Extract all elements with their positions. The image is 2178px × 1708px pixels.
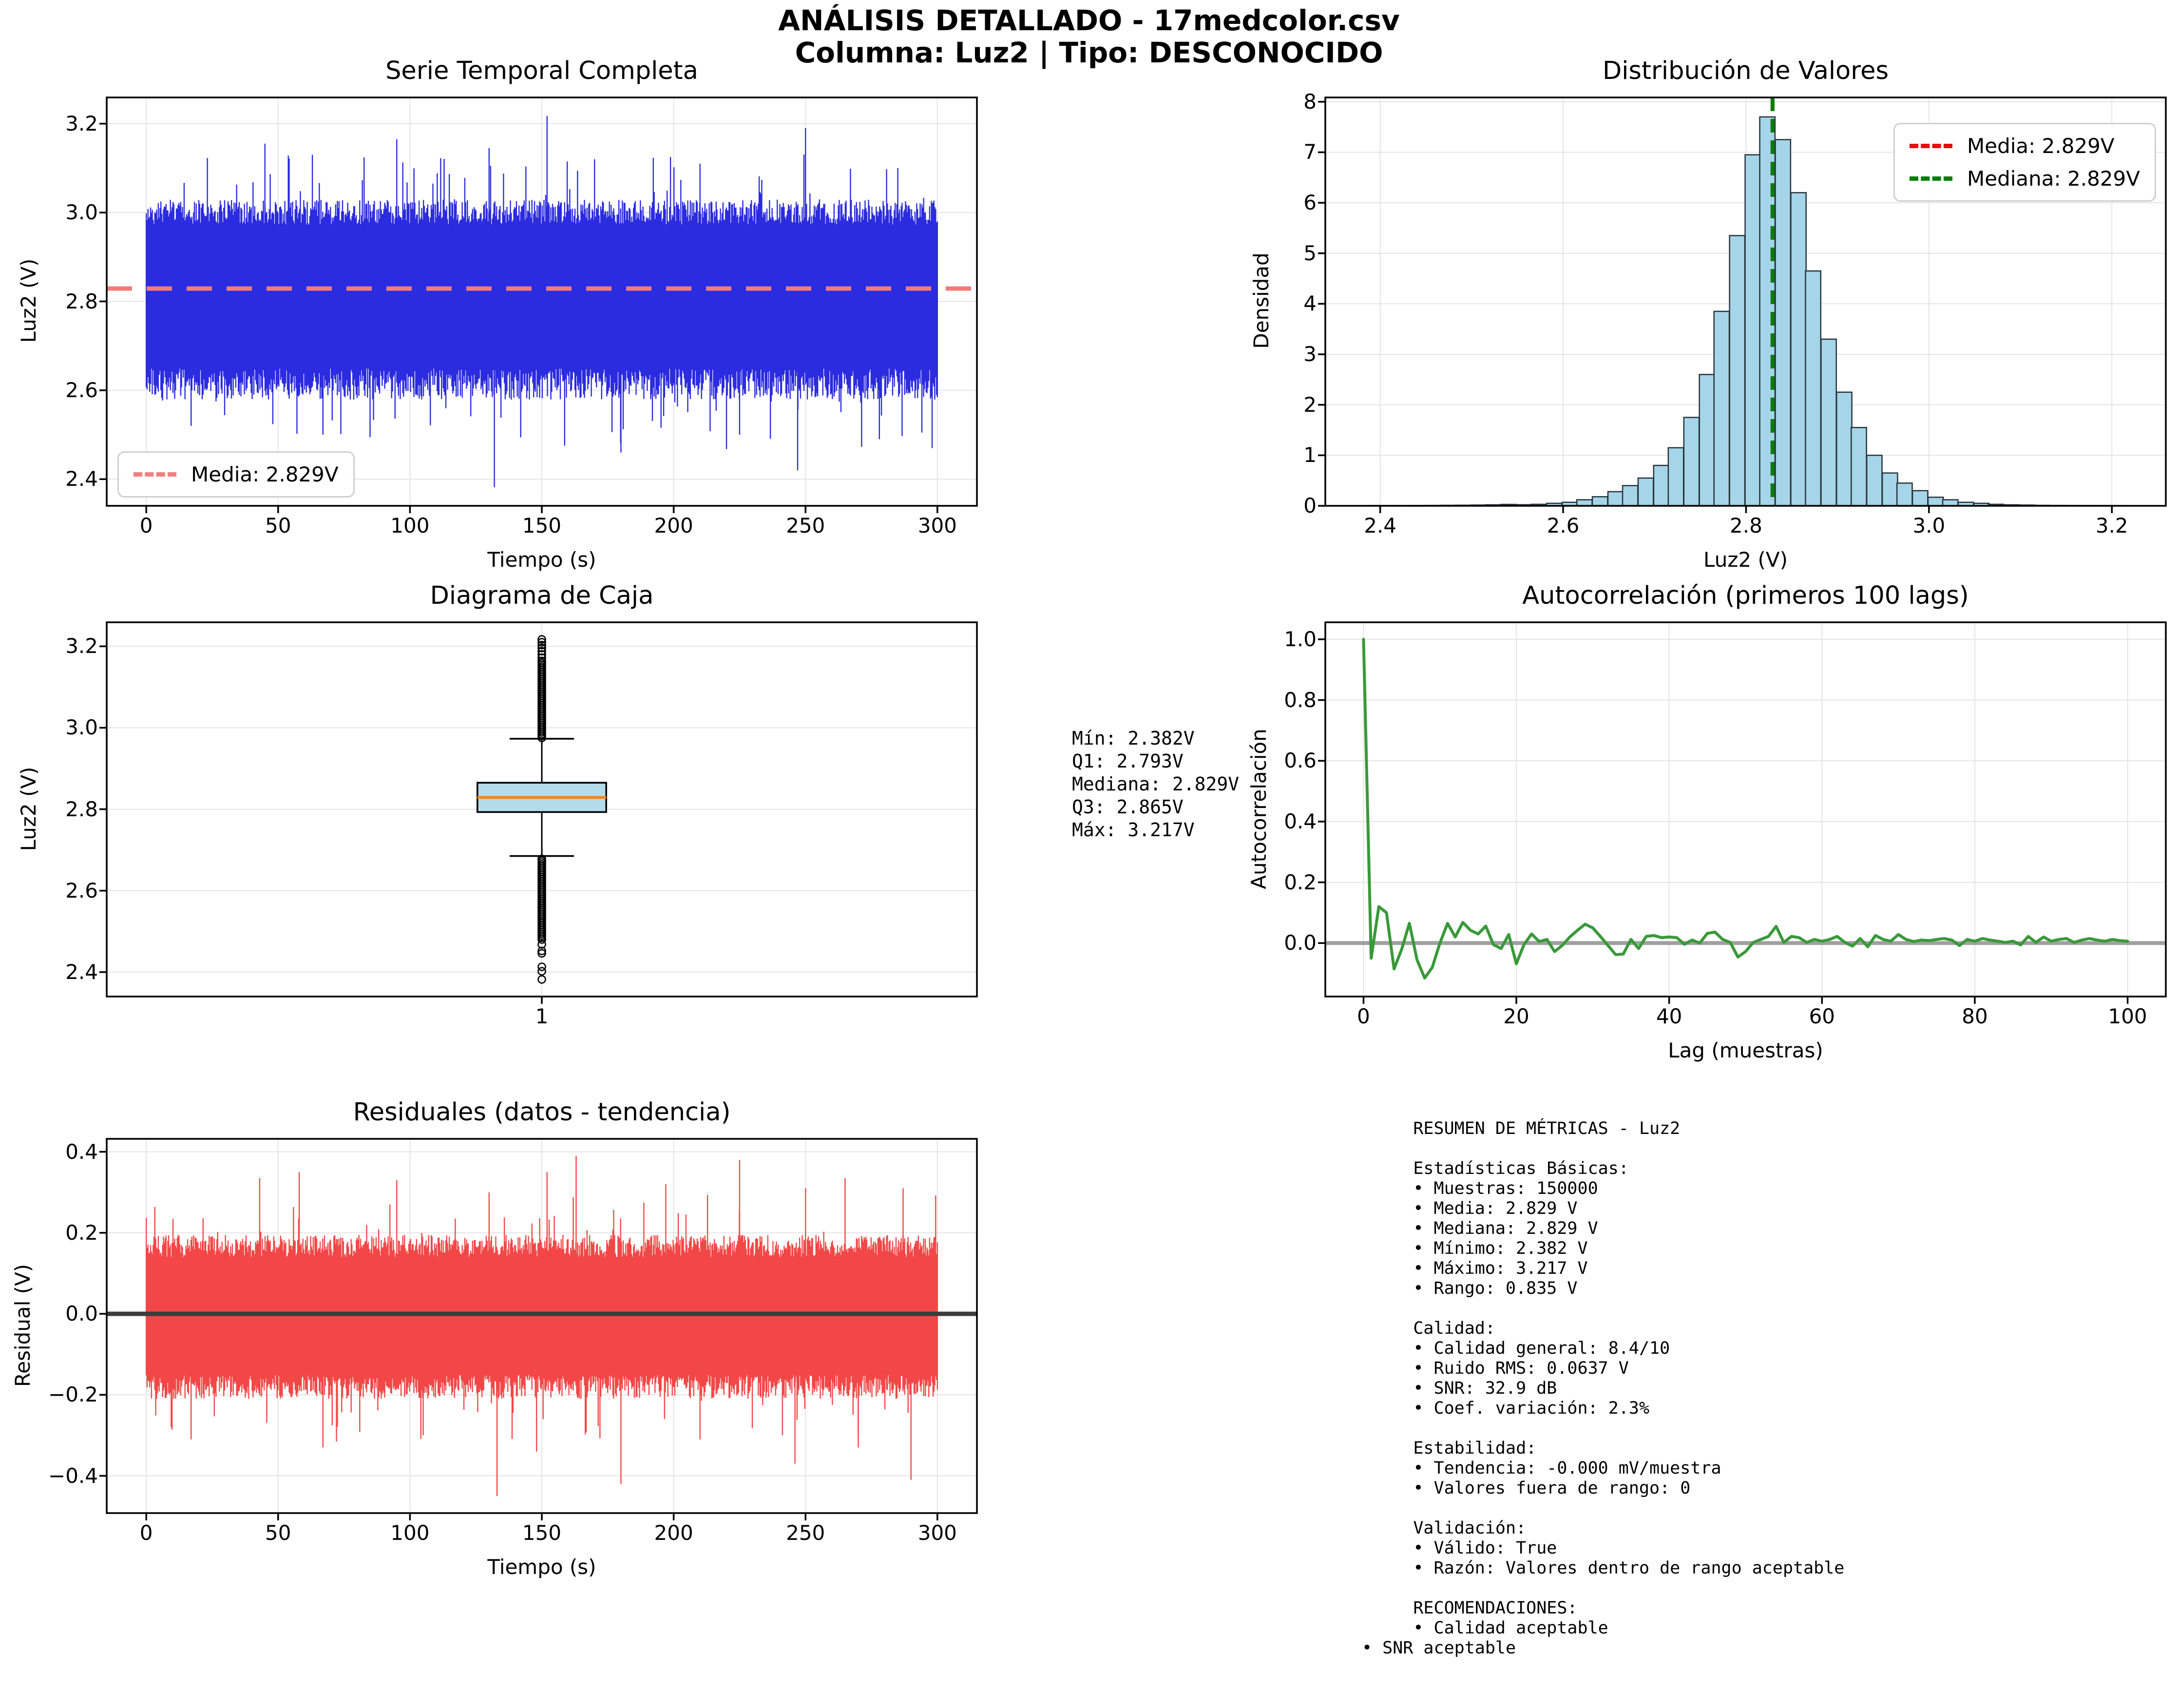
y-tick-label: 0.4 [65, 1139, 98, 1164]
y-tick-label: 0 [1303, 494, 1317, 518]
y-tick-label: 2.8 [65, 797, 98, 821]
legend-label-media: Media: 2.829V [191, 462, 339, 486]
y-tick-label: 0.8 [1284, 688, 1317, 712]
media-dash-swatch [1910, 144, 1953, 148]
x-tick-label: 100 [2108, 1004, 2147, 1028]
x-tick-label: 100 [390, 514, 430, 537]
x-tick-label: 2.6 [1547, 514, 1580, 537]
x-tick-label: 300 [917, 1521, 957, 1545]
legend-entry-mediana: Mediana: 2.829V [1910, 167, 2140, 191]
y-tick-label: 6 [1303, 191, 1317, 215]
x-tick-label: 200 [654, 514, 693, 537]
y-tick-label: −0.4 [48, 1463, 98, 1488]
y-tick-label: 2 [1303, 392, 1317, 417]
legend-entry-media: Media: 2.829V [1910, 134, 2140, 158]
x-tick-label: 1 [535, 1004, 549, 1028]
acf-plot-title: Autocorrelación (primeros 100 lags) [1522, 581, 1969, 610]
y-tick-label: 3.0 [65, 200, 98, 225]
x-tick-label: 50 [265, 1521, 291, 1545]
y-tick-label: 2.6 [65, 878, 98, 902]
y-tick-label: 5 [1303, 241, 1317, 265]
x-tick-label: 150 [522, 514, 562, 537]
y-tick-label: 0.4 [1284, 809, 1317, 833]
y-tick-label: 3.2 [65, 111, 98, 135]
y-tick-label: 0.2 [65, 1220, 98, 1245]
page-title-line1: ANÁLISIS DETALLADO - 17medcolor.csv [778, 4, 1400, 37]
legend-label-media: Media: 2.829V [1967, 134, 2115, 158]
x-tick-label: 0 [1357, 1004, 1370, 1028]
y-tick-label: 0.2 [1284, 870, 1317, 894]
hist-xlabel: Luz2 (V) [1703, 548, 1788, 572]
x-tick-label: 3.2 [2095, 514, 2128, 537]
x-tick-label: 0 [139, 514, 153, 537]
x-tick-label: 2.8 [1730, 514, 1762, 537]
x-tick-label: 50 [265, 514, 291, 537]
boxplot-stats-annotation: Mín: 2.382V Q1: 2.793V Mediana: 2.829V Q… [1072, 728, 1240, 841]
x-tick-label: 60 [1809, 1004, 1835, 1028]
y-tick-label: 3 [1303, 342, 1317, 366]
x-tick-label: 200 [654, 1521, 693, 1545]
y-tick-label: 0.6 [1284, 748, 1317, 773]
x-tick-label: 40 [1656, 1004, 1682, 1028]
resid-plot-canvas [99, 1138, 978, 1520]
y-tick-label: 2.4 [65, 960, 98, 984]
y-tick-label: 0.0 [1284, 931, 1317, 955]
y-tick-label: −0.2 [48, 1382, 98, 1407]
media-dash-swatch [134, 472, 176, 477]
boxplot-title: Diagrama de Caja [430, 581, 654, 610]
legend-entry-media: Media: 2.829V [134, 462, 339, 486]
x-tick-label: 250 [786, 1521, 825, 1545]
y-tick-label: 2.4 [65, 467, 98, 491]
legend-label-mediana: Mediana: 2.829V [1967, 167, 2140, 191]
series-legend: Media: 2.829V [117, 451, 355, 498]
y-tick-label: 2.8 [65, 289, 98, 313]
x-tick-label: 2.4 [1364, 514, 1396, 537]
y-tick-label: 2.6 [65, 378, 98, 402]
x-tick-label: 300 [917, 514, 957, 537]
y-tick-label: 3.2 [65, 634, 98, 658]
y-tick-label: 4 [1303, 291, 1317, 316]
hist-plot-canvas [1318, 96, 2167, 513]
x-tick-label: 0 [139, 1521, 153, 1545]
series-plot-canvas [99, 96, 978, 513]
y-tick-label: 1.0 [1284, 627, 1317, 651]
x-tick-label: 250 [786, 514, 825, 537]
boxplot-canvas [99, 621, 978, 1004]
hist-legend: Media: 2.829V Mediana: 2.829V [1893, 123, 2156, 202]
metrics-summary-panel: RESUMEN DE MÉTRICAS - Luz2 Estadísticas … [1362, 1119, 1845, 1658]
mediana-dash-swatch [1910, 176, 1953, 181]
x-tick-label: 150 [522, 1521, 562, 1545]
acf-xlabel: Lag (muestras) [1668, 1038, 1823, 1062]
y-tick-label: 7 [1303, 140, 1317, 164]
series-plot-title: Serie Temporal Completa [385, 57, 698, 85]
acf-plot-canvas [1318, 621, 2167, 1004]
y-tick-label: 8 [1303, 89, 1317, 114]
resid-xlabel: Tiempo (s) [487, 1555, 596, 1579]
x-tick-label: 80 [1962, 1004, 1988, 1028]
page-title-line2: Columna: Luz2 | Tipo: DESCONOCIDO [795, 36, 1383, 69]
x-tick-label: 3.0 [1912, 514, 1946, 537]
hist-plot-title: Distribución de Valores [1602, 57, 1889, 85]
x-tick-label: 100 [390, 1521, 430, 1545]
y-tick-label: 1 [1303, 443, 1317, 467]
y-tick-label: 0.0 [65, 1302, 98, 1326]
series-xlabel: Tiempo (s) [487, 548, 596, 572]
x-tick-label: 20 [1503, 1004, 1529, 1028]
resid-plot-title: Residuales (datos - tendencia) [353, 1098, 731, 1127]
y-tick-label: 3.0 [65, 715, 98, 740]
